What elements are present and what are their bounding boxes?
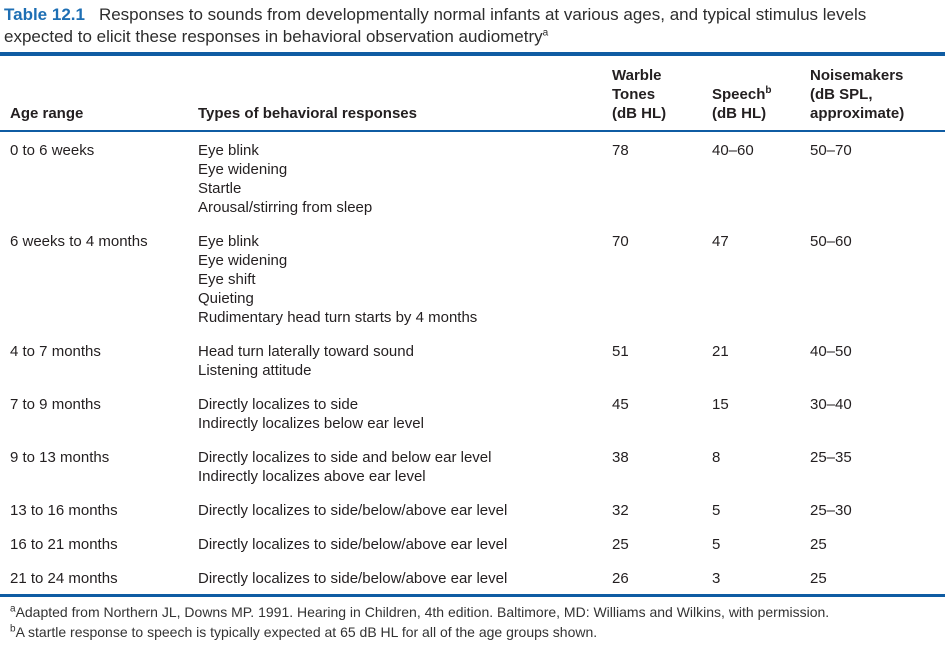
warble-tones-cell: 25 (612, 536, 629, 553)
caption-footnote-marker: a (542, 27, 549, 39)
table-row: 16 to 21 months Directly localizes to si… (0, 526, 945, 560)
response-line: Eye widening (198, 161, 288, 178)
speech-cell: 5 (712, 502, 721, 519)
speech-footnote-marker: b (765, 85, 772, 96)
noisemakers-cell: 25–30 (810, 502, 852, 519)
table-row: 21 to 24 months Directly localizes to si… (0, 560, 945, 596)
age-range-cell: 7 to 9 months (10, 396, 101, 413)
age-range-cell: 9 to 13 months (10, 449, 110, 466)
responses-cell: Eye blink Eye widening Eye shift Quieting Ru… (198, 223, 612, 333)
responses-cell: Directly localizes to side/below/above e… (198, 492, 612, 526)
top-rule (0, 52, 945, 56)
responses-cell: Directly localizes to side/below/above e… (198, 526, 612, 560)
age-range-cell: 6 weeks to 4 months (10, 233, 148, 250)
table-row: 9 to 13 months Directly localizes to sid… (0, 439, 945, 492)
age-range-cell: 0 to 6 weeks (10, 142, 95, 159)
age-range-cell: 4 to 7 months (10, 343, 101, 360)
table-header: Age range Types of behavioral responses … (0, 56, 945, 132)
response-line: Indirectly localizes above ear level (198, 468, 426, 485)
warble-tones-cell: 32 (612, 502, 629, 519)
response-line: Directly localizes to side/below/above e… (198, 502, 508, 519)
table-row: 0 to 6 weeks Eye blink Eye widening Startl… (0, 131, 945, 223)
response-line: Listening attitude (198, 362, 312, 379)
table-body: 0 to 6 weeks Eye blink Eye widening Startl… (0, 131, 945, 596)
response-line: Arousal/stirring from sleep (198, 199, 373, 216)
table-number: Table 12.1 (4, 5, 85, 24)
response-line: Quieting (198, 290, 254, 307)
header-noisemakers: Noisemakers (dB SPL, approximate) (810, 56, 945, 132)
response-line: Directly localizes to side and below ear… (198, 449, 492, 466)
speech-cell: 3 (712, 570, 721, 587)
noisemakers-cell: 30–40 (810, 396, 852, 413)
response-line: Directly localizes to side (198, 396, 359, 413)
header-age-range: Age range (0, 56, 198, 132)
speech-cell: 40–60 (712, 142, 754, 159)
responses-table: Age range Types of behavioral responses … (0, 56, 945, 597)
footnote-marker: b (10, 623, 16, 635)
warble-tones-cell: 78 (612, 142, 629, 159)
response-line: Eye blink (198, 233, 259, 250)
header-behavioral-responses: Types of behavioral responses (198, 56, 612, 132)
noisemakers-cell: 50–60 (810, 233, 852, 250)
footnote: bA startle response to speech is typical… (10, 622, 937, 642)
header-warble-tones: Warble Tones (dB HL) (612, 56, 712, 132)
age-range-cell: 21 to 24 months (10, 570, 118, 587)
header-row: Age range Types of behavioral responses … (0, 56, 945, 132)
age-range-cell: 16 to 21 months (10, 536, 118, 553)
speech-cell: 15 (712, 396, 729, 413)
footnote: aAdapted from Northern JL, Downs MP. 199… (10, 602, 937, 622)
footnote-text: A startle response to speech is typicall… (15, 624, 598, 640)
noisemakers-cell: 25–35 (810, 449, 852, 466)
response-line: Head turn laterally toward sound (198, 343, 414, 360)
response-line: Indirectly localizes below ear level (198, 415, 424, 432)
response-line: Startle (198, 180, 242, 197)
warble-tones-cell: 38 (612, 449, 629, 466)
table-row: 7 to 9 months Directly localizes to side… (0, 386, 945, 439)
warble-tones-cell: 70 (612, 233, 629, 250)
warble-tones-cell: 26 (612, 570, 629, 587)
table-row: 6 weeks to 4 months Eye blink Eye widenin… (0, 223, 945, 333)
responses-cell: Directly localizes to side Indirectly loc… (198, 386, 612, 439)
response-line: Eye shift (198, 271, 256, 288)
warble-tones-cell: 45 (612, 396, 629, 413)
noisemakers-cell: 50–70 (810, 142, 852, 159)
table-figure: Table 12.1 Responses to sounds from devel… (0, 0, 945, 642)
speech-cell: 21 (712, 343, 729, 360)
speech-cell: 47 (712, 233, 729, 250)
responses-cell: Head turn laterally toward sound Listenin… (198, 333, 612, 386)
table-caption: Table 12.1 Responses to sounds from devel… (0, 0, 945, 48)
responses-cell: Directly localizes to side and below ear… (198, 439, 612, 492)
speech-cell: 5 (712, 536, 721, 553)
age-range-cell: 13 to 16 months (10, 502, 118, 519)
response-line: Directly localizes to side/below/above e… (198, 536, 508, 553)
noisemakers-cell: 25 (810, 536, 827, 553)
table-row: 4 to 7 months Head turn laterally toward… (0, 333, 945, 386)
caption-text: Responses to sounds from developmentally… (4, 5, 867, 46)
footnote-text: Adapted from Northern JL, Downs MP. 1991… (15, 604, 830, 620)
table-row: 13 to 16 months Directly localizes to si… (0, 492, 945, 526)
speech-cell: 8 (712, 449, 721, 466)
header-speech: Speechb (dB HL) (712, 56, 810, 132)
response-line: Eye widening (198, 252, 288, 269)
response-line: Eye blink (198, 142, 259, 159)
warble-tones-cell: 51 (612, 343, 629, 360)
noisemakers-cell: 25 (810, 570, 827, 587)
noisemakers-cell: 40–50 (810, 343, 852, 360)
responses-cell: Directly localizes to side/below/above e… (198, 560, 612, 596)
response-line: Rudimentary head turn starts by 4 months (198, 309, 478, 326)
footnote-marker: a (10, 603, 16, 615)
responses-cell: Eye blink Eye widening Startle Arousal/stir… (198, 131, 612, 223)
response-line: Directly localizes to side/below/above e… (198, 570, 508, 587)
footnotes: aAdapted from Northern JL, Downs MP. 199… (0, 597, 945, 642)
